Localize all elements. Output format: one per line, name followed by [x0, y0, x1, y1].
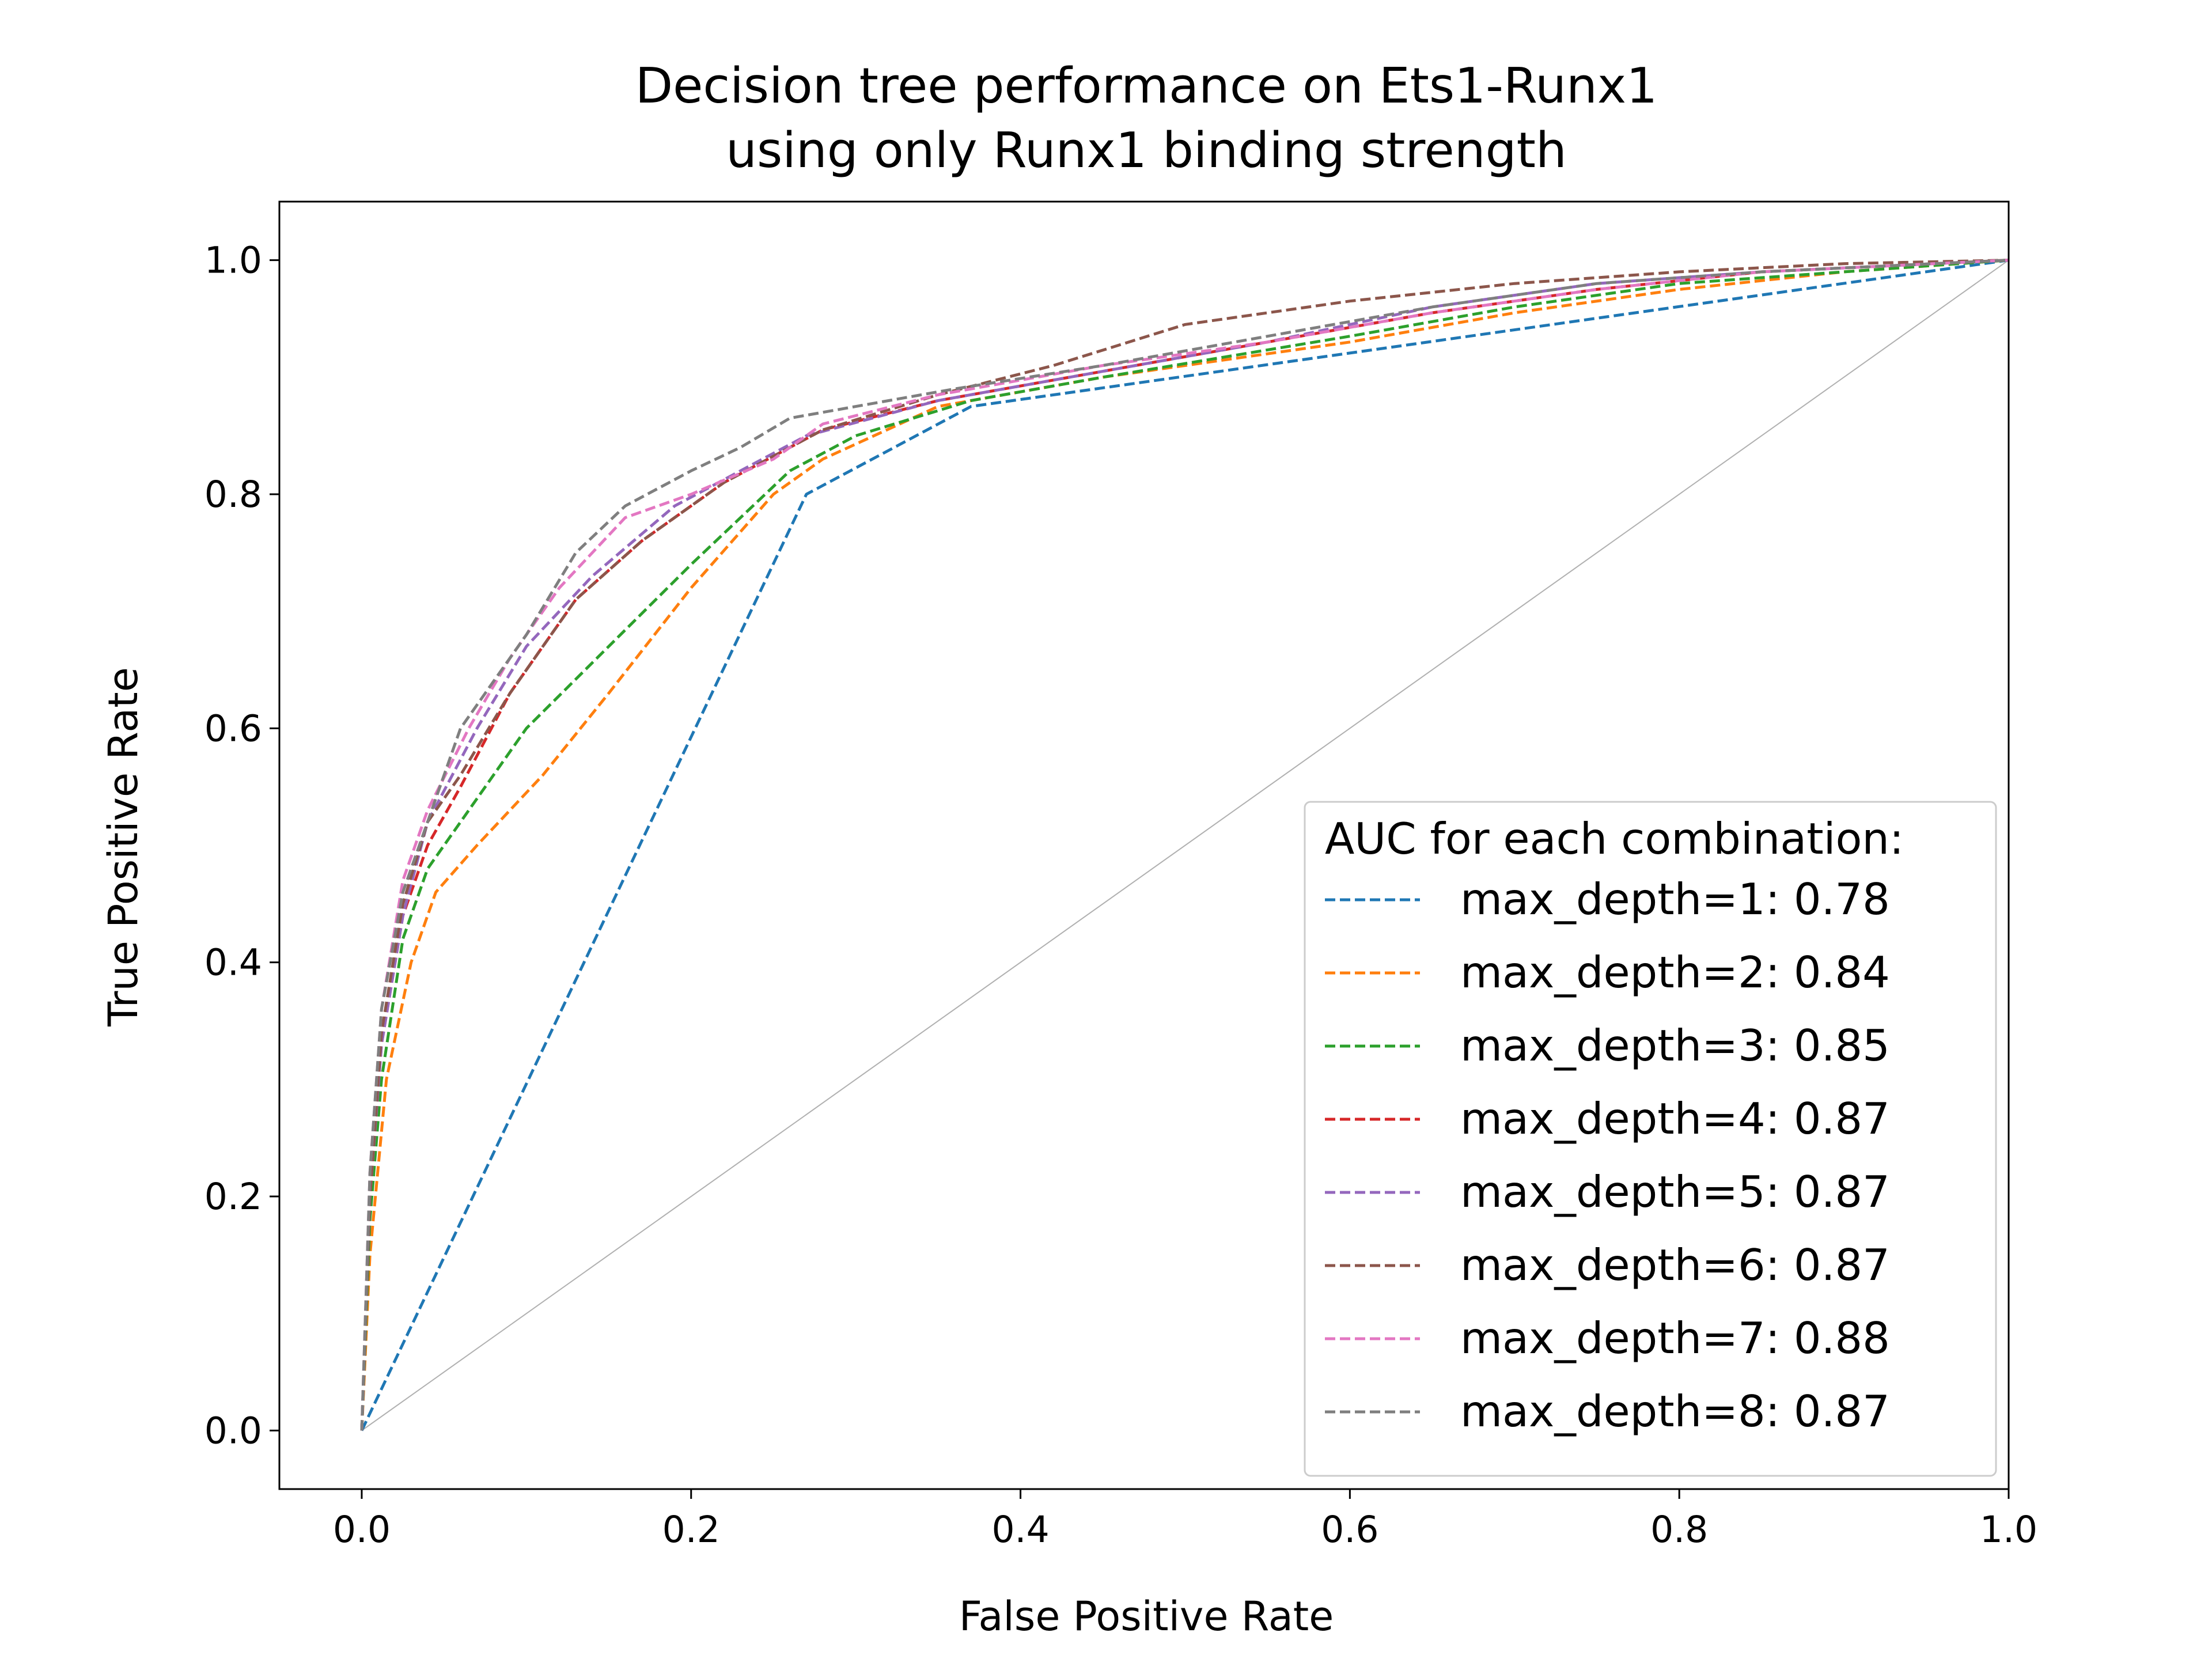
- x-tick-label: 1.0: [1980, 1509, 2037, 1551]
- legend-label-4: max_depth=4: 0.87: [1460, 1093, 1890, 1144]
- series-line-8: [360, 259, 2009, 1431]
- series-line-2: [360, 259, 2009, 1431]
- chart-title-line-2: using only Runx1 binding strength: [726, 122, 1567, 179]
- y-axis-title: True Positive Rate: [100, 667, 147, 1027]
- series-group: [360, 259, 2009, 1431]
- plot-area: [360, 259, 2009, 1431]
- chance-diagonal-line: [361, 259, 2009, 1431]
- axes: 0.0 0.2 0.4 0.6 0.8 1.0 0.0 0.2 0.4 0.6 0.8 1.0: [204, 200, 2037, 1551]
- y-tick-label: 1.0: [204, 240, 262, 282]
- x-tick-label: 0.2: [662, 1509, 720, 1551]
- x-axis-title: False Positive Rate: [959, 1593, 1334, 1640]
- x-tick-label: 0.0: [333, 1509, 391, 1551]
- legend-label-2: max_depth=2: 0.84: [1460, 947, 1890, 998]
- y-tick-label: 0.0: [204, 1410, 262, 1452]
- legend-label-6: max_depth=6: 0.87: [1460, 1240, 1890, 1290]
- series-line-3: [360, 259, 2009, 1431]
- legend-label-1: max_depth=1: 0.78: [1460, 874, 1890, 925]
- legend-label-8: max_depth=8: 0.87: [1460, 1386, 1890, 1437]
- legend-label-7: max_depth=7: 0.88: [1460, 1313, 1890, 1363]
- legend: AUC for each combination: max_depth=1: 0.…: [1304, 801, 1997, 1477]
- y-tick-label: 0.6: [204, 707, 262, 749]
- legend-title: AUC for each combination:: [1325, 813, 1904, 864]
- series-line-6: [360, 259, 2009, 1431]
- x-tick-label: 0.4: [991, 1509, 1049, 1551]
- y-tick-label: 0.8: [204, 474, 262, 516]
- x-tick-label: 0.8: [1650, 1509, 1708, 1551]
- x-tick-label: 0.6: [1321, 1509, 1378, 1551]
- y-tick-label: 0.4: [204, 942, 262, 984]
- chart-title-line-1: Decision tree performance on Ets1-Runx1: [635, 58, 1658, 115]
- plot-frame: [278, 200, 2010, 1490]
- y-tick-label: 0.2: [204, 1176, 262, 1218]
- series-line-1: [360, 259, 2009, 1431]
- legend-label-5: max_depth=5: 0.87: [1460, 1166, 1890, 1217]
- legend-box: [1304, 801, 1997, 1477]
- legend-label-3: max_depth=3: 0.85: [1460, 1020, 1890, 1071]
- series-line-7: [360, 259, 2009, 1431]
